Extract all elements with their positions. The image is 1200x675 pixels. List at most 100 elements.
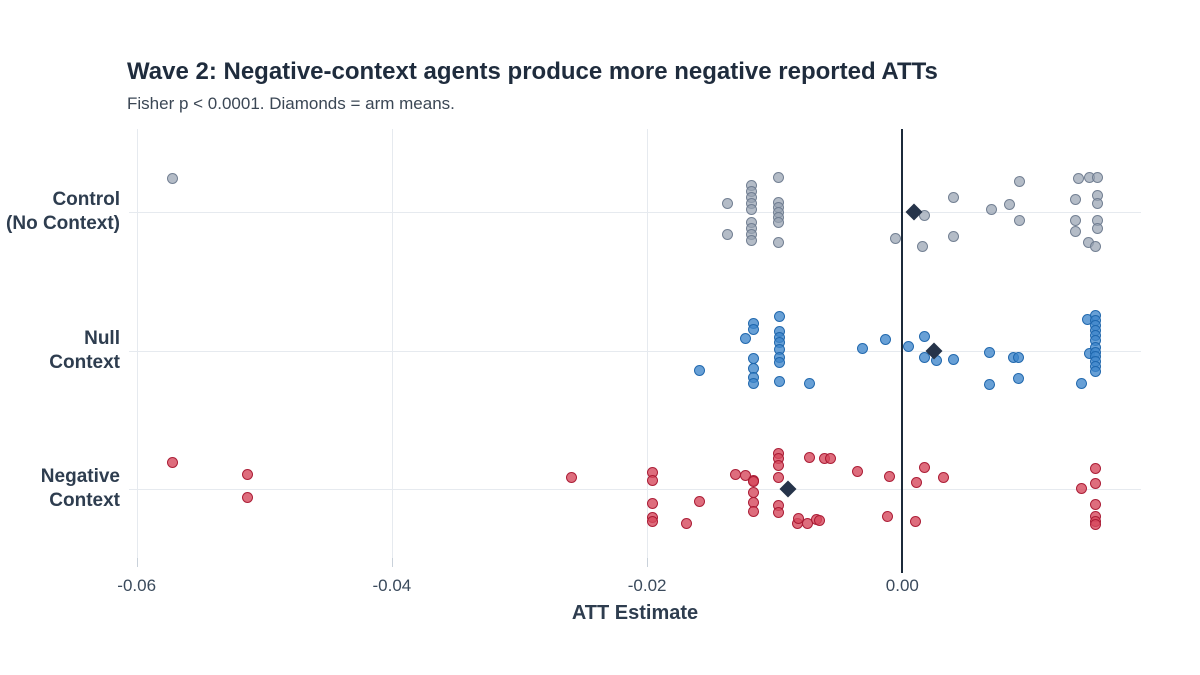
data-point bbox=[166, 456, 178, 468]
data-point bbox=[813, 514, 825, 526]
data-point bbox=[1089, 498, 1101, 510]
data-point bbox=[1089, 477, 1101, 489]
data-point bbox=[857, 342, 869, 354]
data-point bbox=[693, 364, 705, 376]
data-point bbox=[773, 459, 785, 471]
data-point bbox=[646, 474, 658, 486]
data-point bbox=[1075, 482, 1087, 494]
data-point bbox=[747, 475, 759, 487]
y-axis-label-line: Control bbox=[52, 189, 120, 210]
data-point bbox=[773, 216, 785, 228]
data-point bbox=[746, 234, 758, 246]
data-point bbox=[166, 172, 178, 184]
y-axis-label-line: Context bbox=[49, 490, 120, 511]
data-point bbox=[910, 476, 922, 488]
data-point bbox=[881, 510, 893, 522]
y-axis-label-negative: Negative Context bbox=[0, 465, 120, 513]
data-point bbox=[1092, 222, 1104, 234]
data-point bbox=[242, 468, 254, 480]
x-tick-label: 0.00 bbox=[885, 576, 919, 595]
data-point bbox=[1092, 197, 1104, 209]
data-point bbox=[947, 191, 959, 203]
data-point bbox=[1072, 172, 1084, 184]
data-point bbox=[774, 375, 786, 387]
data-point bbox=[747, 377, 759, 389]
data-point bbox=[918, 461, 930, 473]
x-axis-tick bbox=[136, 558, 138, 567]
data-point bbox=[937, 471, 949, 483]
data-point bbox=[739, 332, 751, 344]
y-axis-label-line: Context bbox=[49, 352, 120, 373]
data-point bbox=[1092, 171, 1104, 183]
data-point bbox=[729, 468, 741, 480]
data-point bbox=[986, 203, 998, 215]
data-point bbox=[746, 203, 758, 215]
data-point bbox=[747, 486, 759, 498]
data-point bbox=[1089, 518, 1101, 530]
data-point bbox=[1014, 175, 1026, 187]
data-point bbox=[918, 351, 930, 363]
data-point bbox=[803, 377, 815, 389]
data-point bbox=[1075, 377, 1087, 389]
data-point bbox=[774, 356, 786, 368]
data-point bbox=[646, 497, 658, 509]
gridline-vertical bbox=[136, 129, 138, 558]
data-point bbox=[722, 228, 734, 240]
data-point bbox=[1070, 225, 1082, 237]
data-point bbox=[747, 505, 759, 517]
y-axis-label-line: Null bbox=[84, 328, 120, 349]
data-point bbox=[773, 171, 785, 183]
x-axis-tick bbox=[647, 558, 649, 567]
gridline-vertical bbox=[391, 129, 393, 558]
data-point bbox=[890, 232, 902, 244]
data-point bbox=[909, 515, 921, 527]
y-axis-label-null: Null Context bbox=[0, 327, 120, 375]
data-point bbox=[773, 506, 785, 518]
chart-subtitle: Fisher p < 0.0001. Diamonds = arm means. bbox=[127, 94, 455, 113]
data-point bbox=[774, 310, 786, 322]
data-point bbox=[917, 240, 929, 252]
x-axis-title: ATT Estimate bbox=[571, 602, 699, 624]
data-point bbox=[1089, 462, 1101, 474]
y-axis-label-line: (No Context) bbox=[6, 213, 120, 234]
data-point bbox=[1012, 351, 1024, 363]
data-point bbox=[884, 470, 896, 482]
data-point bbox=[773, 236, 785, 248]
data-point bbox=[947, 230, 959, 242]
y-axis-label-line: Negative bbox=[40, 466, 120, 487]
data-point bbox=[983, 346, 995, 358]
data-point bbox=[747, 352, 759, 364]
gridline-horizontal bbox=[129, 489, 1141, 490]
arm-mean-diamond bbox=[779, 480, 796, 498]
data-point bbox=[983, 378, 995, 390]
data-point bbox=[1070, 193, 1082, 205]
data-point bbox=[903, 340, 915, 352]
data-point bbox=[918, 330, 930, 342]
chart-title: Wave 2: Negative-context agents produce … bbox=[127, 58, 938, 85]
data-point bbox=[1014, 214, 1026, 226]
data-point bbox=[825, 452, 837, 464]
data-point bbox=[646, 515, 658, 527]
gridline-horizontal bbox=[129, 351, 1141, 352]
data-point bbox=[693, 495, 705, 507]
gridline-vertical bbox=[647, 129, 649, 558]
gridline-horizontal bbox=[129, 212, 1141, 213]
x-axis-tick bbox=[391, 558, 393, 567]
data-point bbox=[242, 491, 254, 503]
y-axis-label-control: Control (No Context) bbox=[0, 188, 120, 236]
x-tick-label: -0.04 bbox=[372, 576, 412, 595]
data-point bbox=[566, 471, 578, 483]
data-point bbox=[722, 197, 734, 209]
data-point bbox=[773, 471, 785, 483]
data-point bbox=[947, 353, 959, 365]
data-point bbox=[1089, 365, 1101, 377]
x-tick-label: -0.02 bbox=[627, 576, 667, 595]
x-tick-label: -0.06 bbox=[117, 576, 157, 595]
data-point bbox=[1070, 214, 1082, 226]
data-point bbox=[1089, 240, 1101, 252]
data-point bbox=[803, 451, 815, 463]
zero-reference-line bbox=[901, 129, 904, 573]
data-point bbox=[747, 323, 759, 335]
